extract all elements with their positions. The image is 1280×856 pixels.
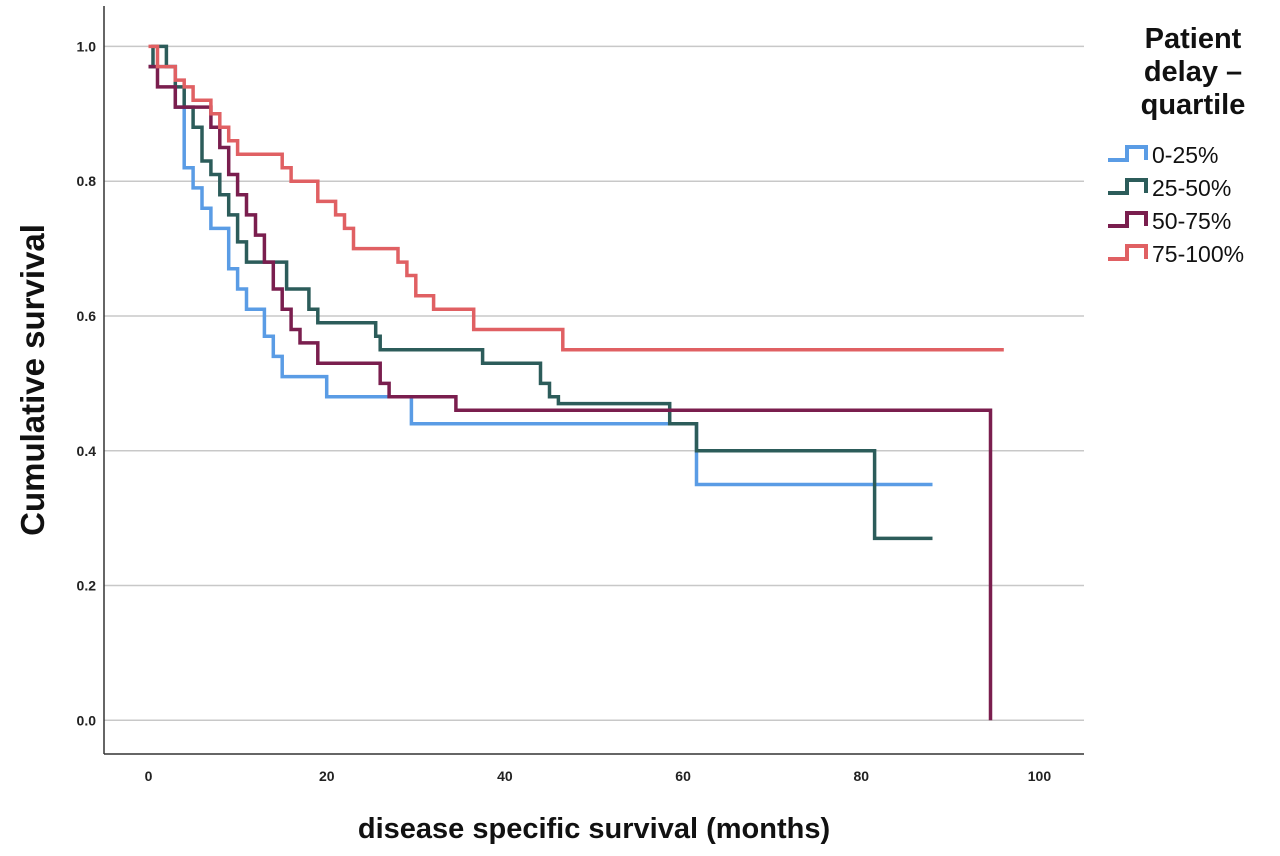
- legend: Patient delay – quartile 0-25% 25-50% 50-7…: [1108, 23, 1245, 267]
- x-tick-label: 60: [675, 768, 691, 784]
- series-line-0-25-: [148, 64, 933, 487]
- x-tick-label: 20: [319, 768, 335, 784]
- y-tick-label: 0.6: [77, 308, 97, 324]
- series-line-25-50-: [148, 44, 933, 541]
- x-axis-title: disease specific survival (months): [358, 813, 830, 845]
- legend-swatch-75-100-: [1108, 244, 1148, 261]
- y-tick-label: 1.0: [77, 38, 97, 54]
- legend-swatch-25-50-: [1108, 178, 1148, 195]
- x-tick-label: 80: [853, 768, 869, 784]
- legend-swatch-0-25-: [1108, 145, 1148, 162]
- series-line-50-75-: [148, 64, 993, 721]
- y-tick-label: 0.4: [77, 443, 97, 459]
- legend-label-0-25-: 0-25%: [1152, 142, 1218, 168]
- x-tick-label: 0: [145, 768, 153, 784]
- legend-label-25-50-: 25-50%: [1152, 175, 1231, 201]
- legend-title-line-3: quartile: [1141, 89, 1246, 121]
- legend-label-50-75-: 50-75%: [1152, 208, 1231, 234]
- series-lines: [148, 44, 1004, 721]
- y-axis-title: Cumulative survival: [14, 224, 51, 536]
- legend-swatch-50-75-: [1108, 211, 1148, 228]
- y-tick-label: 0.2: [77, 578, 97, 594]
- axes: [103, 6, 1084, 755]
- legend-items: 0-25% 25-50% 50-75% 75-100%: [1108, 142, 1244, 267]
- series-line-75-100-: [148, 44, 1004, 352]
- legend-label-75-100-: 75-100%: [1152, 241, 1244, 267]
- gridlines: [104, 45, 1084, 722]
- x-tick-label: 40: [497, 768, 513, 784]
- y-tick-label: 0.8: [77, 173, 97, 189]
- x-tick-label: 100: [1028, 768, 1052, 784]
- legend-title-line-1: Patient: [1145, 23, 1242, 55]
- y-tick-label: 0.0: [77, 712, 97, 728]
- legend-title-line-2: delay –: [1144, 56, 1242, 88]
- tick-labels: 0.0 0.2 0.4 0.6 0.8 1.0 0 20 40 60 80 100: [77, 38, 1052, 784]
